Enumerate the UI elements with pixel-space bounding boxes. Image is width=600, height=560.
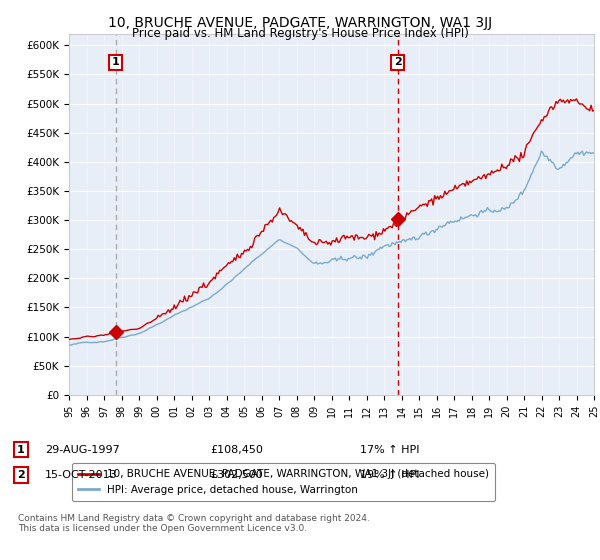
Text: 19% ↑ HPI: 19% ↑ HPI [360, 470, 419, 480]
Text: 2: 2 [394, 58, 401, 68]
Text: 1: 1 [17, 445, 25, 455]
Text: 17% ↑ HPI: 17% ↑ HPI [360, 445, 419, 455]
Text: £302,500: £302,500 [210, 470, 263, 480]
Text: Price paid vs. HM Land Registry's House Price Index (HPI): Price paid vs. HM Land Registry's House … [131, 27, 469, 40]
Text: £108,450: £108,450 [210, 445, 263, 455]
Text: 2: 2 [17, 470, 25, 480]
Text: 15-OCT-2013: 15-OCT-2013 [45, 470, 118, 480]
Text: Contains HM Land Registry data © Crown copyright and database right 2024.
This d: Contains HM Land Registry data © Crown c… [18, 514, 370, 533]
Text: 10, BRUCHE AVENUE, PADGATE, WARRINGTON, WA1 3JJ: 10, BRUCHE AVENUE, PADGATE, WARRINGTON, … [108, 16, 492, 30]
Text: 1: 1 [112, 58, 119, 68]
Text: 29-AUG-1997: 29-AUG-1997 [45, 445, 120, 455]
Legend: 10, BRUCHE AVENUE, PADGATE, WARRINGTON, WA1 3JJ (detached house), HPI: Average p: 10, BRUCHE AVENUE, PADGATE, WARRINGTON, … [71, 463, 495, 501]
